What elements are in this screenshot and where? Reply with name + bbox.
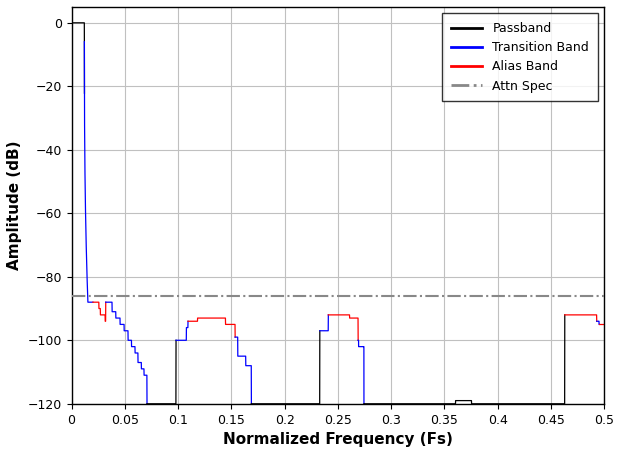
Y-axis label: Amplitude (dB): Amplitude (dB) [7,141,22,270]
X-axis label: Normalized Frequency (Fs): Normalized Frequency (Fs) [223,432,453,447]
Legend: Passband, Transition Band, Alias Band, Attn Spec: Passband, Transition Band, Alias Band, A… [442,13,598,101]
